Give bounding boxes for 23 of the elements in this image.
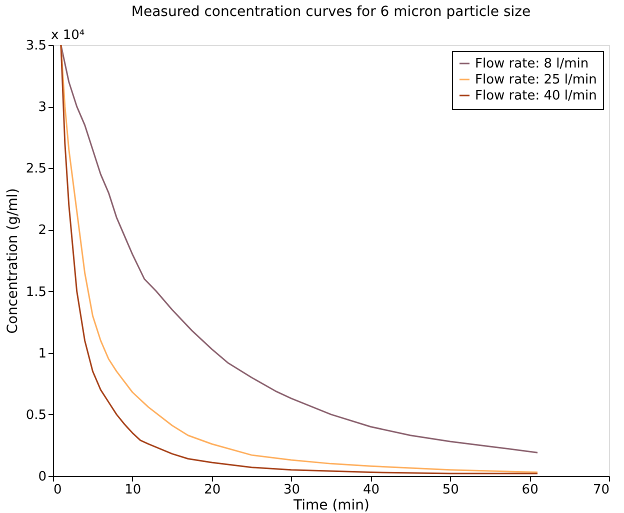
x-tick-label: 50 xyxy=(442,482,459,498)
y-tick-label: 3 xyxy=(38,100,46,116)
y-tick-label: 1 xyxy=(38,346,46,362)
y-tick-label: 2 xyxy=(38,223,46,238)
x-tick-label: 60 xyxy=(522,482,538,498)
legend-label: Flow rate: 40 l/min xyxy=(475,88,597,104)
x-tick-label: 30 xyxy=(284,482,300,498)
y-tick-label: 1.5 xyxy=(26,284,46,300)
x-tick-label: 10 xyxy=(124,482,142,498)
y-axis-title: Concentration (g/ml) xyxy=(4,188,21,334)
x-axis-title: Time (min) xyxy=(292,498,370,513)
y-tick-label: 2.5 xyxy=(26,162,46,177)
y-tick-label: 0 xyxy=(38,470,46,484)
chart-title: Measured concentration curves for 6 micron particle size xyxy=(131,4,531,20)
x-tick-label: 40 xyxy=(362,482,380,498)
legend-label: Flow rate: 25 l/min xyxy=(475,72,597,88)
y-tick-label: 0.5 xyxy=(26,408,46,423)
x-tick-label: 0 xyxy=(54,482,62,498)
text: x 10⁴ xyxy=(51,28,85,43)
y-tick-label: 3.5 xyxy=(26,38,46,54)
x-tick-label: 20 xyxy=(204,482,221,498)
x-tick-label: 70 xyxy=(592,482,610,498)
legend-label: Flow rate: 8 l/min xyxy=(475,56,589,72)
